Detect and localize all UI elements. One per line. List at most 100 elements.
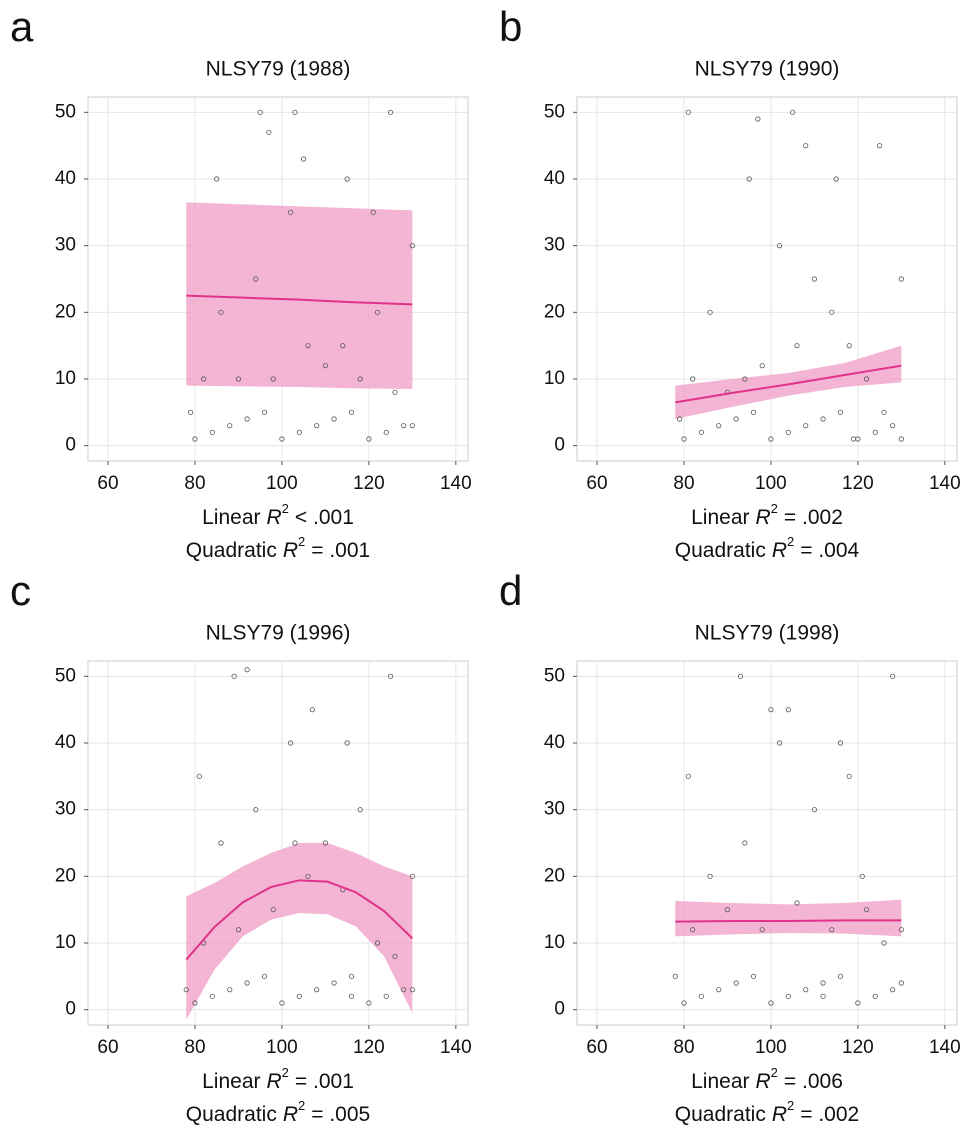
caption-prefix: Quadratic bbox=[186, 1103, 277, 1125]
point bbox=[357, 807, 363, 813]
y-tick-label: 50 bbox=[55, 665, 76, 686]
point bbox=[881, 409, 887, 415]
point bbox=[296, 993, 302, 999]
point bbox=[201, 376, 207, 382]
point bbox=[392, 389, 398, 395]
point bbox=[794, 343, 800, 349]
point bbox=[322, 840, 328, 846]
point bbox=[383, 993, 389, 999]
point bbox=[898, 276, 904, 282]
point bbox=[279, 436, 285, 442]
point bbox=[768, 436, 774, 442]
panel: b NLSY79 (1990) 60 80 100 120 140 0 10 20 30 40 50 Li… bbox=[499, 3, 961, 561]
point bbox=[750, 973, 757, 979]
caption-symbol: R bbox=[267, 1070, 282, 1093]
point bbox=[218, 309, 224, 315]
point bbox=[348, 409, 355, 415]
x-tick-label: 140 bbox=[440, 473, 472, 494]
y-tick-label: 50 bbox=[544, 101, 565, 122]
point bbox=[261, 409, 268, 415]
point bbox=[837, 973, 844, 979]
point bbox=[409, 987, 415, 993]
point bbox=[863, 376, 870, 382]
y-tick-label: 10 bbox=[544, 932, 565, 953]
caption-superscript: 2 bbox=[771, 1065, 778, 1080]
point bbox=[244, 416, 250, 422]
point bbox=[690, 376, 696, 382]
caption-value: < .001 bbox=[295, 506, 354, 529]
point bbox=[266, 129, 272, 135]
point bbox=[296, 429, 302, 435]
point bbox=[872, 429, 878, 435]
point bbox=[846, 773, 852, 779]
point bbox=[872, 993, 878, 999]
point bbox=[707, 309, 713, 315]
y-tick-label: 0 bbox=[554, 435, 565, 456]
point bbox=[401, 987, 407, 993]
caption-prefix: Quadratic bbox=[675, 1103, 766, 1125]
point bbox=[209, 993, 215, 999]
point bbox=[820, 993, 826, 999]
x-tick-label: 60 bbox=[97, 473, 118, 494]
point bbox=[409, 873, 415, 879]
point bbox=[388, 109, 394, 115]
point bbox=[750, 409, 757, 415]
point bbox=[690, 927, 696, 933]
point bbox=[261, 973, 268, 979]
point bbox=[890, 423, 896, 429]
point bbox=[759, 363, 765, 369]
point bbox=[253, 276, 259, 282]
point bbox=[803, 423, 809, 429]
point bbox=[716, 987, 722, 993]
x-tick-label: 120 bbox=[353, 1037, 385, 1058]
point bbox=[331, 980, 337, 986]
point bbox=[357, 376, 363, 382]
point bbox=[366, 1000, 372, 1006]
y-tick-label: 40 bbox=[544, 168, 565, 189]
plot-frame bbox=[576, 96, 958, 462]
point bbox=[348, 993, 355, 999]
y-tick-label: 30 bbox=[55, 235, 76, 256]
point bbox=[742, 840, 748, 846]
x-tick-label: 120 bbox=[842, 1037, 874, 1058]
x-tick-label: 100 bbox=[266, 473, 298, 494]
caption-value: = .001 bbox=[311, 539, 370, 562]
caption: Quadratic R2 = .001 bbox=[186, 534, 370, 561]
point bbox=[820, 416, 826, 422]
y-tick-label: 20 bbox=[544, 301, 565, 322]
caption: Quadratic R2 = .002 bbox=[675, 1098, 859, 1125]
point bbox=[898, 980, 904, 986]
point bbox=[227, 987, 233, 993]
x-tick-label: 80 bbox=[673, 473, 694, 494]
point bbox=[685, 109, 691, 115]
point bbox=[244, 980, 250, 986]
point bbox=[235, 376, 242, 382]
point bbox=[681, 436, 687, 442]
caption-superscript: 2 bbox=[298, 534, 305, 549]
fit-line bbox=[185, 879, 414, 961]
point bbox=[803, 143, 809, 149]
point bbox=[292, 840, 298, 846]
caption-value: = .002 bbox=[784, 506, 843, 529]
x-tick-label: 60 bbox=[586, 473, 607, 494]
point bbox=[850, 436, 857, 442]
point bbox=[833, 176, 839, 182]
caption: Quadratic R2 = .005 bbox=[186, 1098, 370, 1125]
fit-line bbox=[675, 919, 902, 923]
point bbox=[370, 209, 376, 215]
y-tick-label: 0 bbox=[65, 435, 76, 456]
point bbox=[672, 973, 678, 979]
panel-title: NLSY79 (1990) bbox=[695, 58, 840, 81]
confidence-band bbox=[186, 202, 413, 389]
point bbox=[820, 980, 826, 986]
point bbox=[305, 873, 311, 879]
point bbox=[288, 740, 294, 746]
panel: a NLSY79 (1988) 60 80 100 120 140 0 10 20 30 40 50 Li… bbox=[10, 3, 472, 561]
confidence-band bbox=[675, 345, 902, 419]
x-tick-label: 100 bbox=[755, 473, 787, 494]
point bbox=[881, 940, 887, 946]
point bbox=[846, 343, 852, 349]
caption-value: = .001 bbox=[295, 1070, 354, 1093]
panel-title: NLSY79 (1996) bbox=[206, 622, 351, 645]
point bbox=[737, 673, 744, 679]
